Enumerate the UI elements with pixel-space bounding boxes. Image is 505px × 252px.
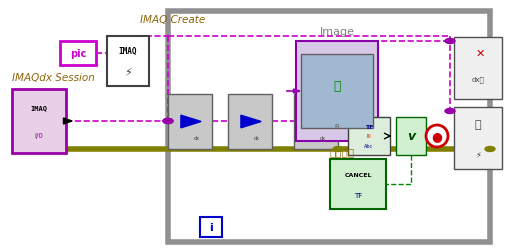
FancyBboxPatch shape	[396, 117, 426, 155]
Text: 🌄: 🌄	[333, 80, 341, 93]
Circle shape	[485, 147, 495, 152]
Text: ⚡: ⚡	[475, 149, 481, 158]
Text: ●: ●	[432, 130, 442, 143]
Text: III: III	[367, 134, 372, 139]
Text: CANCEL: CANCEL	[344, 173, 372, 178]
Text: i: i	[209, 222, 213, 232]
FancyBboxPatch shape	[301, 54, 373, 129]
FancyBboxPatch shape	[454, 38, 502, 100]
FancyBboxPatch shape	[330, 159, 386, 209]
Text: ⚡: ⚡	[124, 68, 132, 78]
Circle shape	[333, 147, 343, 152]
FancyBboxPatch shape	[454, 108, 502, 169]
FancyBboxPatch shape	[200, 217, 222, 237]
Text: B: B	[335, 123, 339, 130]
FancyBboxPatch shape	[60, 42, 96, 66]
Text: IMAQ: IMAQ	[119, 46, 137, 55]
Text: dx🎥: dx🎥	[472, 77, 484, 83]
FancyBboxPatch shape	[107, 37, 149, 87]
Polygon shape	[293, 90, 300, 94]
Text: v: v	[407, 130, 415, 143]
Text: 取消按鈕: 取消按鈕	[330, 146, 355, 156]
Text: IMAQ: IMAQ	[30, 105, 47, 110]
Text: pic: pic	[70, 49, 86, 59]
FancyBboxPatch shape	[12, 90, 66, 153]
FancyBboxPatch shape	[296, 42, 378, 141]
FancyBboxPatch shape	[168, 94, 212, 149]
Polygon shape	[241, 116, 261, 128]
Polygon shape	[181, 116, 201, 128]
Text: Image: Image	[320, 27, 355, 37]
Text: dx: dx	[320, 136, 326, 141]
Text: TF: TF	[354, 192, 362, 198]
Text: dx: dx	[193, 136, 199, 141]
Ellipse shape	[426, 125, 448, 147]
Circle shape	[445, 109, 455, 114]
FancyBboxPatch shape	[294, 94, 338, 149]
Polygon shape	[307, 116, 327, 128]
Text: I/0: I/0	[34, 133, 43, 139]
Circle shape	[163, 119, 173, 124]
Text: Abc: Abc	[365, 143, 374, 148]
Polygon shape	[64, 118, 72, 124]
Text: TF: TF	[365, 124, 373, 130]
Text: IMAQ Create: IMAQ Create	[140, 15, 205, 25]
Circle shape	[445, 39, 455, 44]
Text: 🗑: 🗑	[475, 120, 481, 130]
FancyBboxPatch shape	[348, 117, 390, 155]
Circle shape	[163, 119, 173, 124]
FancyBboxPatch shape	[228, 94, 272, 149]
Text: IMAQdx Session: IMAQdx Session	[12, 73, 95, 83]
Text: dx: dx	[254, 136, 260, 141]
Text: ✕: ✕	[476, 48, 485, 58]
